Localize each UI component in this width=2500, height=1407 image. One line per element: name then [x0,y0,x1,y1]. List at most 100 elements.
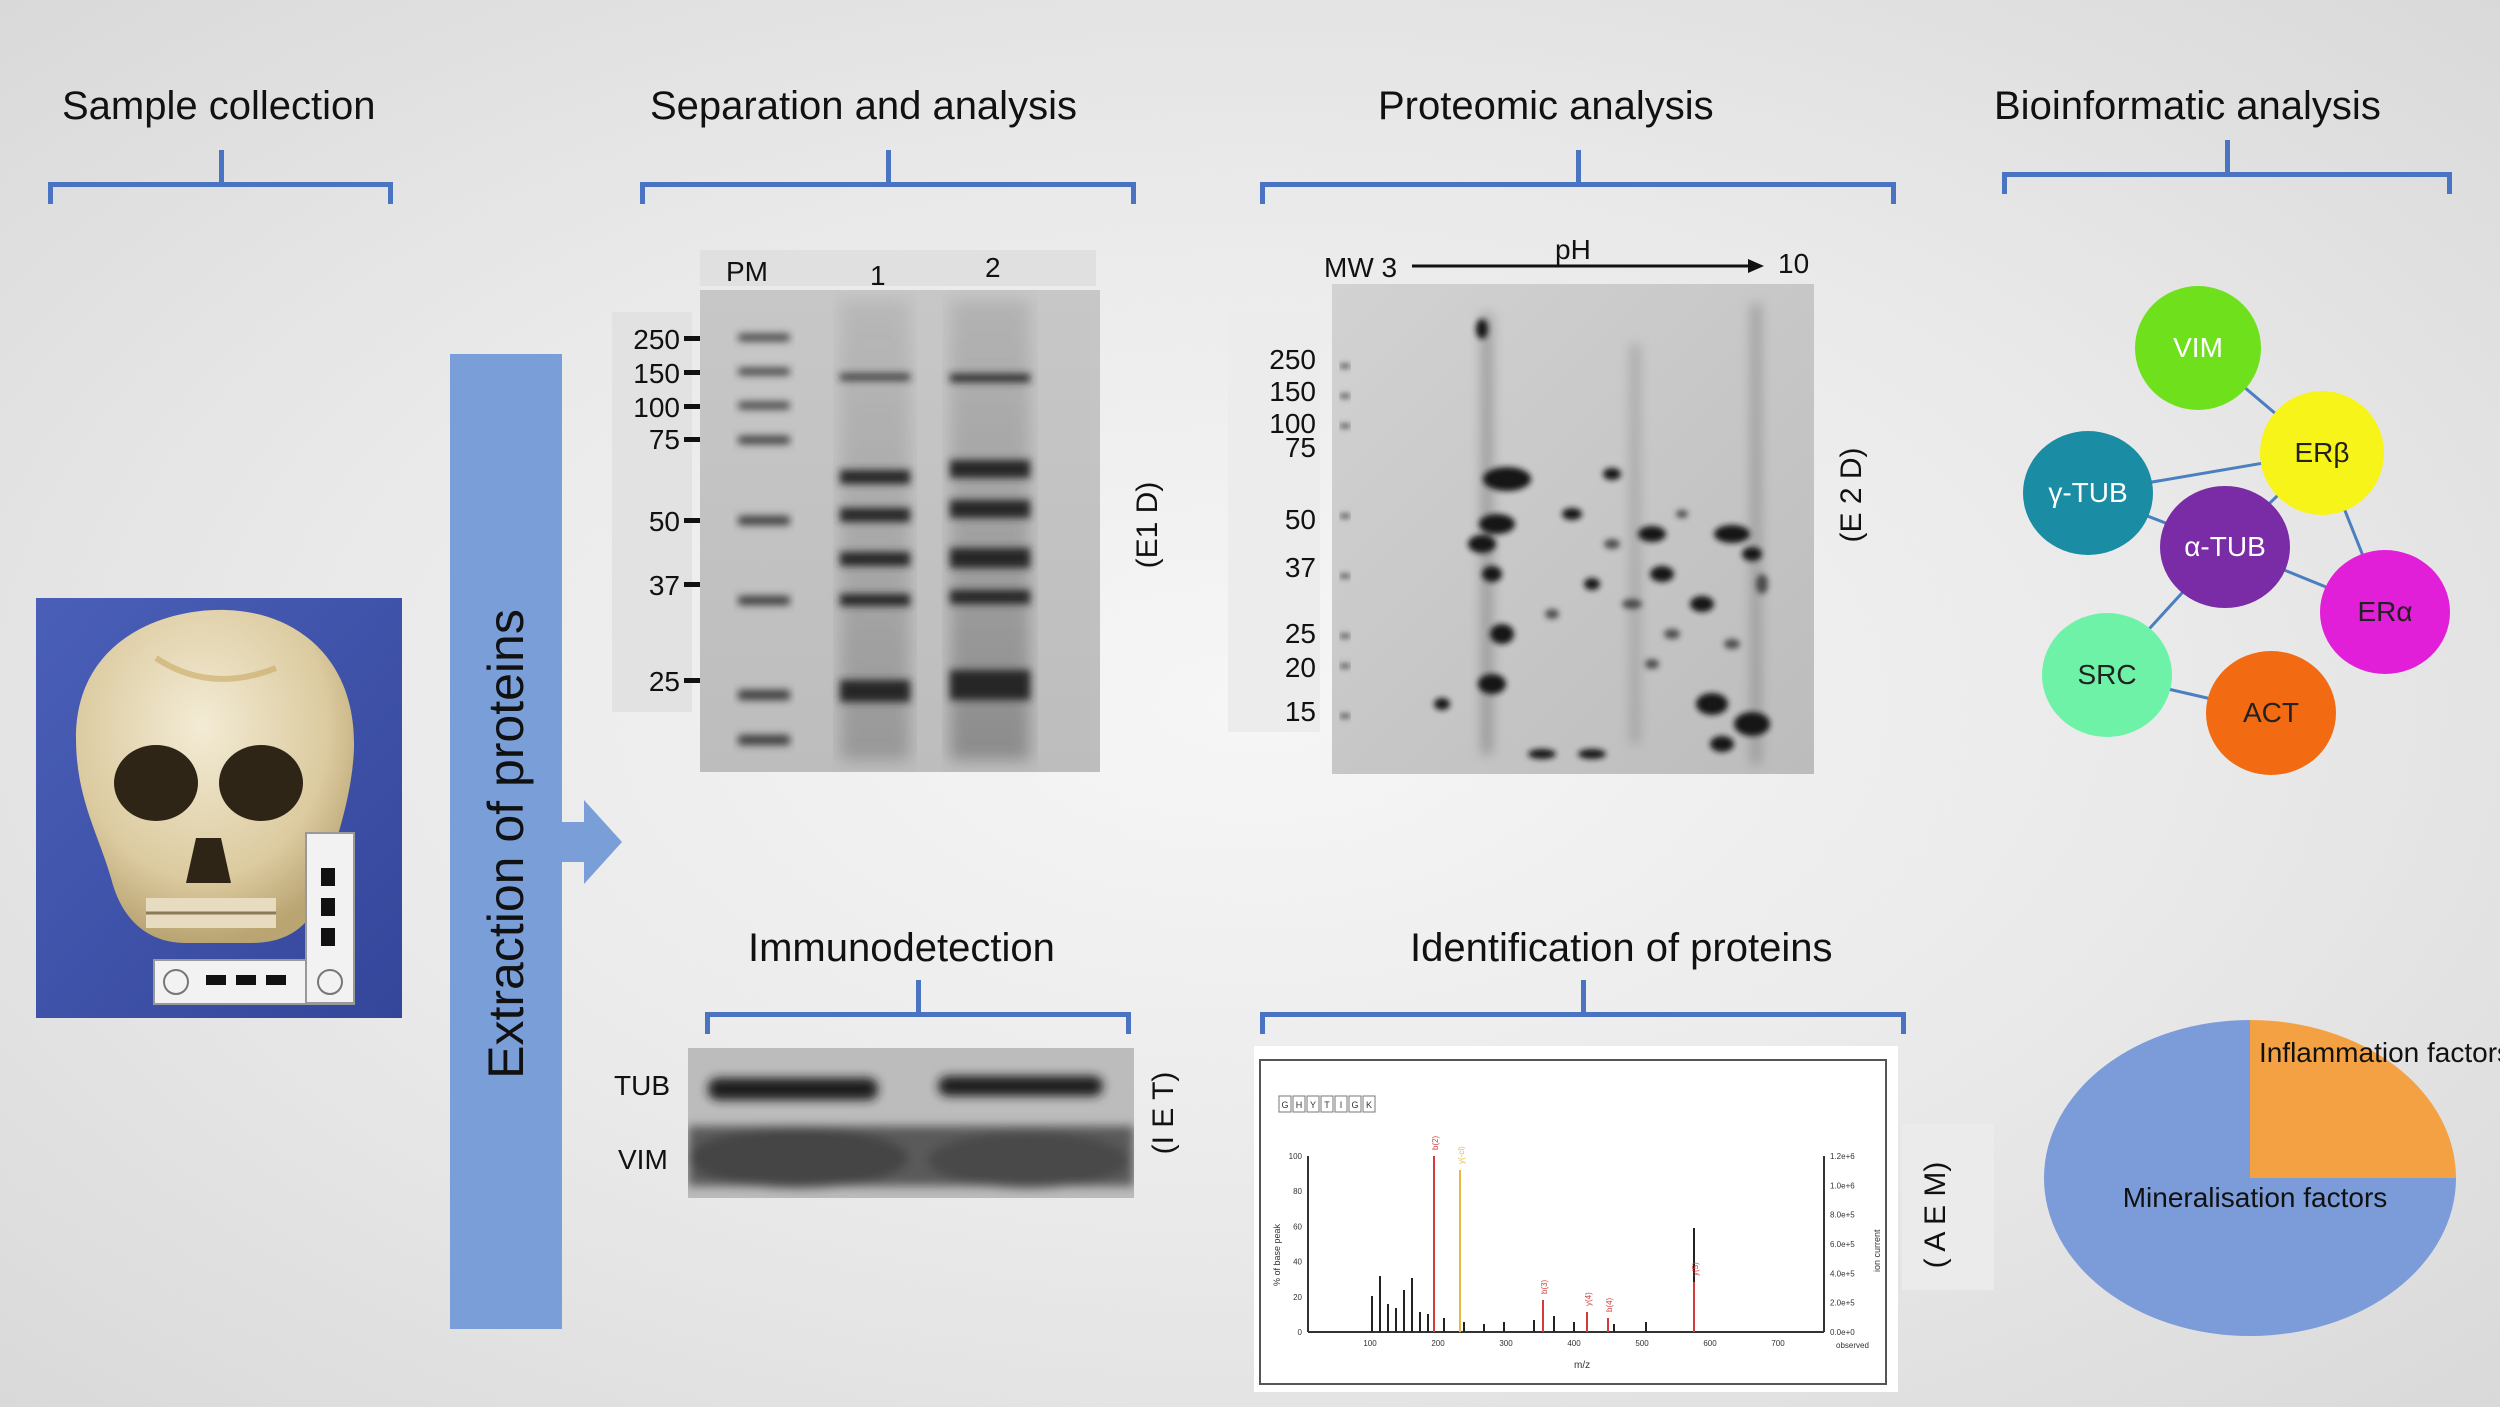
ms-sequence-letter: K [1366,1100,1372,1110]
gel1d-tick [684,404,700,409]
ms-sequence-box [1320,1095,1334,1113]
ms-peak-label: b(2) [1431,1135,1440,1150]
ms-y-tick: 80 [1293,1187,1302,1196]
ms-sequence-box [1362,1095,1376,1113]
gel2d-ph-end: 10 [1778,248,1810,279]
network-node-er-beta: ERβ [2260,391,2384,515]
ms-sequence-box [1306,1095,1320,1113]
ms-y-tick-right: 1.2e+6 [1830,1152,1855,1161]
pie-chart: Inflammation factors Mineralisation fact… [2040,990,2500,1340]
gel1d-tick [684,370,700,375]
ms-side-panel [1902,1124,1994,1290]
skull-photo [36,598,402,1018]
ms-sequence-letter: I [1340,1100,1343,1110]
pie-slice [2250,1020,2456,1178]
ms-sequence-letter: G [1351,1100,1358,1110]
ms-x-tick: 100 [1363,1339,1377,1348]
gel2d-ph-label: pH [1555,234,1591,265]
ms-peak-label: b(3) [1540,1279,1549,1294]
node-label: ACT [2243,697,2299,728]
bracket-bioinformatic [2002,140,2452,200]
gel1d-marker-25: 25 [648,666,680,697]
ms-y-tick-right: 1.0e+6 [1830,1181,1855,1190]
network-node-er-alpha: ERα [2320,550,2450,674]
network-node-act: ACT [2206,651,2336,775]
gel2d-ladder-panel [1228,312,1320,732]
ms-y-tick: 100 [1289,1152,1303,1161]
proteomic-title: Proteomic analysis [1378,84,1714,128]
gel2d-marker-15: 15 [1284,696,1316,727]
ms-corner-label: observed [1836,1341,1869,1350]
node-label: SRC [2077,659,2137,690]
ms-y-tick: 0 [1298,1328,1303,1337]
ms-ylabel-right: ion current [1872,1229,1882,1272]
ms-peak-label: y(5) [1691,1262,1700,1276]
ms-sequence-box [1292,1095,1306,1113]
ms-x-tick: 500 [1635,1339,1649,1348]
ms-y-tick-right: 0.0e+0 [1830,1328,1855,1337]
gel2d-marker-20: 20 [1284,652,1316,683]
bracket-proteomic [1260,150,1896,210]
gel1d-header-panel [700,250,1096,286]
gel2d-marker-75: 75 [1284,432,1316,463]
node-label: ERα [2357,596,2413,627]
network-node-vim: VIM [2135,286,2261,410]
gel2d-marker-150: 150 [1269,376,1316,407]
ms-x-tick: 300 [1499,1339,1513,1348]
ms-sequence-box [1334,1095,1348,1113]
gel2d-marker-100: 100 [1269,408,1316,439]
western-side-label: (I E T) [1147,1071,1180,1155]
gel1d-marker-250: 250 [633,324,680,355]
bioinformatic-title: Bioinformatic analysis [1994,84,2381,128]
bracket-sample [48,150,393,210]
ms-peak-label: b(4) [1605,1297,1614,1312]
network-diagram: VIM ERβ γ-TUB α-TUB ERα SRC ACT [2000,280,2470,800]
gel1d-marker-50: 50 [648,506,680,537]
bracket-identification [1260,980,1906,1040]
gel2d-marker-50: 50 [1284,504,1316,535]
ms-sequence-box [1278,1095,1292,1113]
gel2d-marker-250: 250 [1269,344,1316,375]
separation-title: Separation and analysis [650,84,1077,128]
node-label: α-TUB [2184,531,2266,562]
gel1d-ladder-panel [612,312,692,712]
gel2d-image [1332,284,1814,774]
ms-y-tick: 60 [1293,1222,1302,1231]
pie-slice [2044,1020,2456,1336]
pie-label-inflammation: Inflammation factors [2258,1037,2500,1068]
gel2d-marker-25: 25 [1284,618,1316,649]
bracket-separation [640,150,1136,210]
ms-x-tick: 200 [1431,1339,1445,1348]
ms-y-tick: 40 [1293,1258,1302,1267]
gel1d-marker-100: 100 [633,392,680,423]
network-node-gamma-tub: γ-TUB [2023,431,2153,555]
gel1d-marker-37: 37 [648,570,680,601]
pie-label-mineralisation: Mineralisation factors [2122,1182,2388,1213]
ms-side-label: ( A E M) [1919,1161,1952,1269]
gel1d-tick [684,678,700,683]
gel1d-tick [684,582,700,587]
network-node-alpha-tub: α-TUB [2160,486,2290,608]
extraction-bar [450,354,562,1329]
ms-ylabel-left: % of base peak [1272,1223,1282,1286]
ms-peak-label: y(4) [1584,1292,1593,1306]
gel2d-marker-37: 37 [1284,552,1316,583]
ms-y-tick-right: 2.0e+5 [1830,1299,1855,1308]
gel2d-mw-label: MW 3 [1324,252,1398,283]
western-label-vim: VIM [618,1144,668,1175]
ms-x-tick: 600 [1703,1339,1717,1348]
gel1d-image [700,290,1100,772]
gel1d-marker-75: 75 [648,424,680,455]
gel2d-side-label: (E 2 D) [1835,447,1868,543]
ms-y-tick-right: 8.0e+5 [1830,1211,1855,1220]
gel1d-tick [684,518,700,523]
identification-title: Identification of proteins [1410,926,1833,970]
gel2d-ph-arrow [1412,256,1764,276]
gel1d-tick [684,437,700,442]
ms-y-tick-right: 6.0e+5 [1830,1240,1855,1249]
ms-sequence-letter: H [1296,1100,1303,1110]
ms-peak-label: y(-cl) [1457,1146,1466,1164]
node-label: VIM [2173,332,2223,363]
gel1d-tick [684,336,700,341]
